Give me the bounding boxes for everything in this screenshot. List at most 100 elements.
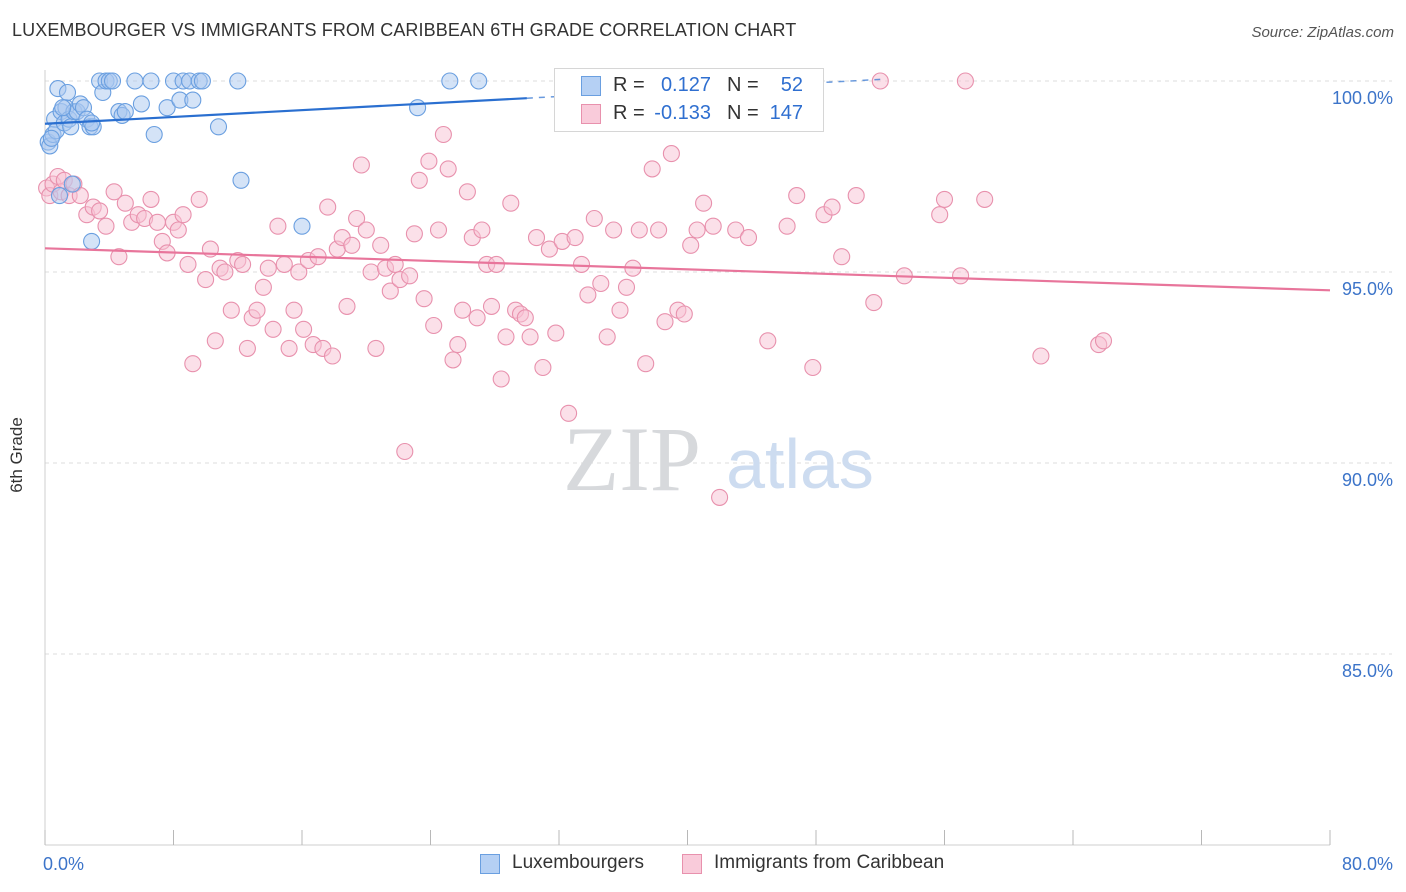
point-caribbean — [976, 190, 994, 208]
point-caribbean — [439, 160, 457, 178]
point-luxembourgers — [63, 175, 81, 193]
point-caribbean — [759, 332, 777, 350]
point-caribbean — [97, 217, 115, 235]
watermark-zip: ZIP — [563, 408, 701, 510]
point-caribbean — [169, 221, 187, 239]
point-caribbean — [269, 217, 287, 235]
point-caribbean — [179, 255, 197, 273]
point-caribbean — [502, 194, 520, 212]
point-caribbean — [871, 72, 889, 90]
point-caribbean — [560, 404, 578, 422]
point-caribbean — [682, 236, 700, 254]
y-tick-label: 100.0% — [1332, 88, 1393, 108]
point-caribbean — [216, 263, 234, 281]
source-label: Source: ZipAtlas.com — [1251, 24, 1394, 41]
point-caribbean — [197, 271, 215, 289]
point-luxembourgers — [229, 72, 247, 90]
point-caribbean — [534, 358, 552, 377]
legend-label: Immigrants from Caribbean — [714, 852, 945, 873]
y-tick-label: 95.0% — [1342, 279, 1393, 299]
point-luxembourgers — [83, 232, 101, 250]
point-caribbean — [254, 278, 272, 296]
x-tick-label: 0.0% — [43, 854, 84, 874]
point-caribbean — [410, 171, 428, 189]
point-luxembourgers — [103, 72, 122, 90]
legend-r-value: -0.133 — [654, 102, 711, 124]
point-caribbean — [521, 328, 539, 346]
point-caribbean — [285, 301, 303, 319]
point-caribbean — [319, 198, 337, 216]
point-caribbean — [605, 221, 623, 239]
point-caribbean — [184, 355, 202, 373]
point-caribbean — [547, 324, 565, 342]
point-luxembourgers — [54, 99, 72, 117]
point-caribbean — [222, 301, 240, 319]
point-caribbean — [492, 370, 510, 388]
legend-n-value: 52 — [780, 74, 803, 96]
point-caribbean — [931, 206, 949, 224]
point-luxembourgers — [409, 99, 427, 117]
point-luxembourgers — [58, 83, 77, 102]
point-luxembourgers — [209, 118, 228, 136]
legend-swatch-blue — [480, 854, 500, 874]
point-caribbean — [425, 316, 443, 335]
point-caribbean — [630, 221, 648, 239]
legend-row-luxembourgers: R = 0.127 N = 52 — [555, 72, 823, 100]
point-caribbean — [643, 160, 661, 178]
point-caribbean — [598, 328, 616, 346]
point-caribbean — [739, 229, 758, 247]
point-caribbean — [110, 248, 128, 266]
tick-labels: 100.0% 95.0% 90.0% 85.0% 0.0% 80.0% — [43, 88, 1393, 874]
legend-n-value: 147 — [769, 102, 803, 124]
legend-n-label: N = — [727, 74, 759, 96]
point-caribbean — [585, 209, 603, 228]
point-caribbean — [487, 255, 505, 273]
point-caribbean — [105, 183, 123, 201]
point-caribbean — [592, 274, 610, 293]
point-caribbean — [248, 301, 266, 319]
point-caribbean — [611, 301, 629, 319]
point-caribbean — [259, 259, 277, 277]
point-caribbean — [190, 190, 208, 208]
point-caribbean — [454, 301, 472, 319]
point-caribbean — [323, 347, 342, 365]
point-caribbean — [704, 217, 722, 235]
legend-r-label: R = — [613, 74, 645, 96]
point-luxembourgers — [83, 114, 101, 132]
point-caribbean — [833, 248, 851, 266]
trend-line-caribbean — [44, 247, 1331, 292]
point-caribbean — [675, 305, 693, 323]
point-luxembourgers — [126, 72, 144, 90]
point-caribbean — [650, 221, 668, 239]
point-caribbean — [482, 297, 501, 315]
data-points — [38, 72, 1113, 506]
point-luxembourgers — [184, 91, 202, 109]
point-caribbean — [804, 358, 822, 377]
point-caribbean — [116, 194, 134, 212]
point-caribbean — [280, 339, 298, 357]
point-caribbean — [275, 255, 293, 273]
point-caribbean — [711, 488, 729, 506]
point-caribbean — [688, 221, 706, 239]
point-caribbean — [444, 351, 462, 369]
point-caribbean — [637, 355, 655, 373]
legend-r-value: 0.127 — [660, 74, 711, 96]
point-caribbean — [357, 221, 375, 239]
legend-swatch-blue — [581, 76, 601, 96]
point-caribbean — [91, 202, 109, 220]
point-caribbean — [935, 190, 954, 208]
point-caribbean — [434, 125, 452, 144]
point-caribbean — [540, 240, 558, 258]
point-caribbean — [295, 320, 313, 338]
legend-row-caribbean: R = -0.133 N = 147 — [555, 100, 823, 128]
point-caribbean — [401, 267, 419, 285]
point-caribbean — [238, 339, 256, 357]
point-caribbean — [348, 209, 366, 228]
point-caribbean — [1094, 332, 1113, 350]
legend-swatch-pink — [581, 104, 601, 124]
point-caribbean — [142, 190, 160, 208]
point-luxembourgers — [193, 72, 211, 90]
point-luxembourgers — [142, 72, 160, 90]
point-caribbean — [727, 221, 745, 239]
